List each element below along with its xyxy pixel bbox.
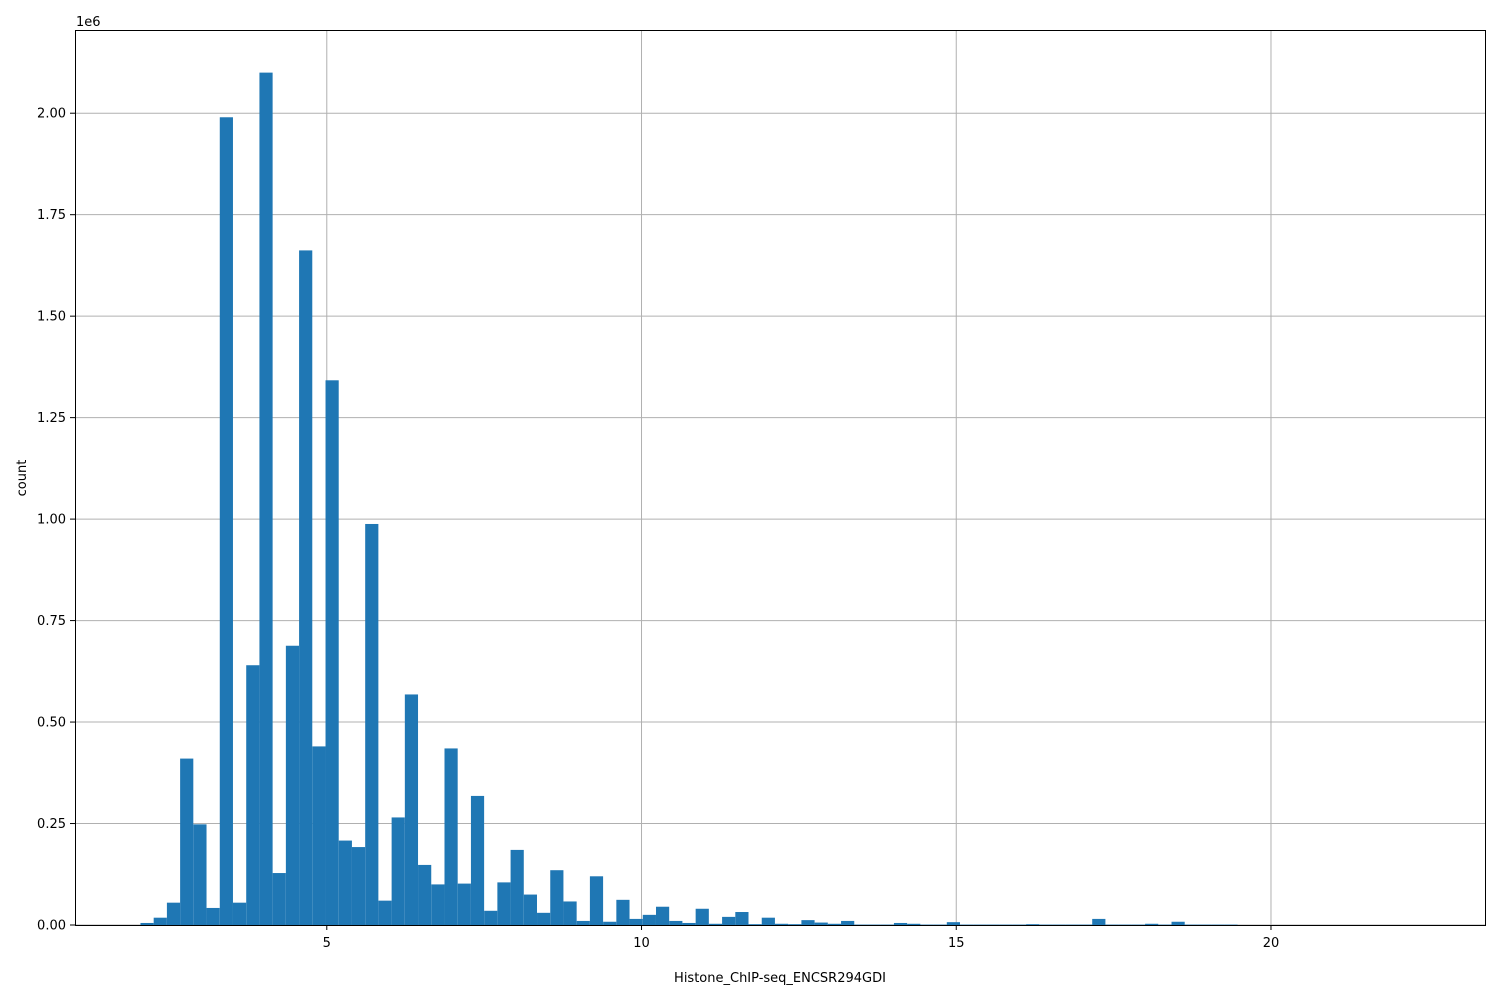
y-tick-label: 0.50 <box>37 716 66 731</box>
y-tick-label: 0.25 <box>37 817 66 832</box>
histogram-bar <box>351 847 366 925</box>
histogram-bar <box>470 795 485 925</box>
histogram-bar <box>616 899 630 925</box>
histogram-bar <box>827 923 842 925</box>
histogram-bar <box>576 920 590 925</box>
y-tick-label: 1.25 <box>37 411 66 426</box>
histogram-bar <box>378 900 392 925</box>
x-tick-label: 15 <box>948 936 965 951</box>
histogram-bar <box>153 917 167 925</box>
histogram-bar <box>325 380 339 926</box>
histogram-bar <box>893 922 908 925</box>
histogram-bar <box>722 916 736 925</box>
y-axis-label: count <box>15 460 30 497</box>
histogram-bar <box>140 922 154 925</box>
histogram-bar <box>206 907 220 925</box>
histogram-bar <box>246 665 260 925</box>
histogram-bar <box>735 912 749 925</box>
histogram-bar <box>259 72 273 926</box>
histogram-bar <box>431 884 445 925</box>
y-tick-label: 1.00 <box>37 513 66 528</box>
histogram-bar <box>1145 923 1159 925</box>
histogram-bar <box>457 883 471 925</box>
histogram-bar <box>299 250 313 925</box>
histogram-bar <box>642 914 656 925</box>
axis-ticks: 5 10 15 20 0.00 0.25 0.50 0.75 1.00 1.25 1.50 1.75 2… <box>37 107 1279 951</box>
histogram-bar <box>801 920 815 925</box>
histogram-bar <box>1171 921 1185 925</box>
histogram-bar <box>365 523 379 925</box>
histogram-bar <box>219 117 233 925</box>
histogram-bar <box>484 910 498 925</box>
histogram-bar <box>774 923 789 925</box>
histogram-bar <box>907 923 921 925</box>
histogram-bar <box>814 922 828 925</box>
x-tick-label: 10 <box>633 936 650 951</box>
histogram-bar <box>655 906 670 925</box>
plot-frame <box>75 30 1486 926</box>
histogram-bar <box>1092 918 1106 925</box>
histogram-bar <box>285 645 300 925</box>
y-offset-label: 1e6 <box>76 15 101 30</box>
histogram-bar <box>603 921 617 925</box>
histogram-bar <box>510 849 524 925</box>
y-tick-label: 2.00 <box>37 107 66 122</box>
histogram-bar <box>682 922 696 925</box>
histogram-bar <box>418 864 432 925</box>
y-tick-label: 0.00 <box>37 919 66 934</box>
histogram-bar <box>589 876 604 925</box>
histogram-bar <box>391 817 405 925</box>
x-tick-label: 5 <box>323 936 331 951</box>
histogram-bar <box>563 901 577 925</box>
histogram-bar <box>404 694 419 925</box>
histogram-bar <box>444 748 458 925</box>
histogram-bar <box>523 894 537 925</box>
histogram-bar <box>695 908 709 925</box>
histogram-bar <box>338 840 352 925</box>
histogram-bar <box>312 746 326 925</box>
histogram-bar <box>761 917 775 925</box>
histogram-bar <box>180 758 194 925</box>
histogram-bar <box>1026 924 1040 925</box>
histogram-bar <box>669 920 683 925</box>
histogram-bar <box>537 912 551 925</box>
histogram-bar <box>748 924 762 925</box>
y-tick-label: 0.75 <box>37 614 66 629</box>
histogram-bar <box>272 873 286 925</box>
histogram-bar <box>841 920 855 925</box>
histogram-bar <box>166 902 181 925</box>
histogram-bar <box>193 824 207 925</box>
y-tick-label: 1.50 <box>37 310 66 325</box>
histogram-bar <box>788 924 802 925</box>
y-tick-label: 1.75 <box>37 208 66 223</box>
x-axis-label: Histone_ChIP-seq_ENCSR294GDI <box>674 971 886 986</box>
histogram-bar <box>550 870 564 925</box>
histogram-bar <box>708 923 723 925</box>
histogram-bar <box>629 918 643 925</box>
histogram-bars <box>140 72 1238 926</box>
histogram-bar <box>232 902 247 925</box>
x-tick-label: 20 <box>1263 936 1280 951</box>
histogram-bar <box>946 922 960 925</box>
histogram-bar <box>497 882 511 925</box>
